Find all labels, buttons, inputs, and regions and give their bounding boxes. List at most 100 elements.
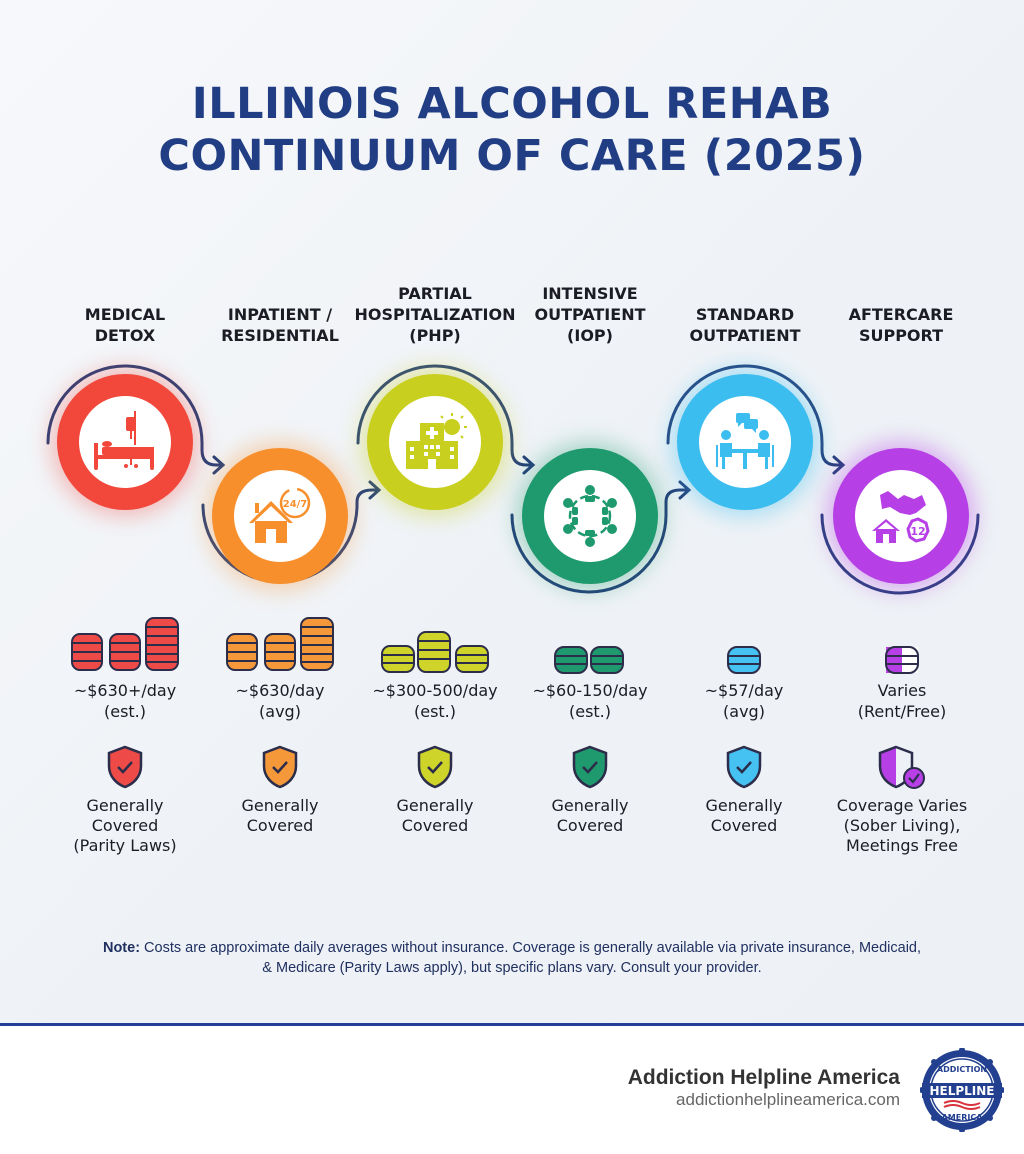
- group-circle-icon: [563, 485, 617, 547]
- note-text: Costs are approximate daily averages wit…: [140, 940, 922, 976]
- coverage-line: Generally: [705, 796, 783, 815]
- coin-stacks-high-icon: [71, 617, 179, 671]
- cost-value: ~$630/day: [235, 681, 325, 700]
- coin-stack-half-icon: [885, 646, 919, 674]
- circle-inner: [389, 396, 481, 488]
- cost-value: ~$300-500/day: [372, 681, 498, 700]
- cost-qualifier: (Rent/Free): [857, 702, 947, 721]
- cost-iop: ~$60-150/day (est.): [505, 680, 675, 722]
- stage-circle-medical-detox: [57, 374, 193, 510]
- title-line-2: CONTINUUM OF CARE (2025): [158, 131, 866, 181]
- cost-qualifier: (est.): [413, 702, 457, 721]
- circle-inner: [79, 396, 171, 488]
- label-line: SUPPORT: [858, 326, 944, 345]
- coverage-standard-outpatient: Generally Covered: [659, 796, 829, 836]
- stage-label-standard-outpatient: STANDARD OUTPATIENT: [655, 304, 835, 346]
- circle-inner: 12: [855, 470, 947, 562]
- cost-value: ~$630+/day: [73, 681, 177, 700]
- circle-inner: 24/7: [234, 470, 326, 562]
- coverage-aftercare: Coverage Varies (Sober Living), Meetings…: [812, 796, 992, 856]
- coverage-line: (Parity Laws): [73, 836, 177, 855]
- svg-text:AMERICA: AMERICA: [942, 1113, 984, 1122]
- svg-text:HELPLINE: HELPLINE: [929, 1084, 994, 1098]
- coverage-line: Covered: [556, 816, 624, 835]
- svg-text:ADDICTION: ADDICTION: [937, 1065, 987, 1074]
- brand-url[interactable]: addictionhelplineamerica.com: [676, 1090, 900, 1109]
- coverage-line: Covered: [91, 816, 159, 835]
- cost-aftercare: Varies (Rent/Free): [817, 680, 987, 722]
- handshake-house-12-icon: 12: [872, 491, 930, 543]
- coin-stack-single-icon: [727, 646, 761, 674]
- brand-block: Addiction Helpline America addictionhelp…: [628, 1066, 900, 1110]
- cost-php: ~$300-500/day (est.): [350, 680, 520, 722]
- stage-label-iop: INTENSIVE OUTPATIENT (IOP): [500, 283, 680, 346]
- label-line: OUTPATIENT: [689, 326, 801, 345]
- helpline-seal-logo: ADDICTION HELPLINE AMERICA: [920, 1048, 1004, 1132]
- label-line: INTENSIVE: [542, 284, 638, 303]
- coverage-inpatient: Generally Covered: [195, 796, 365, 836]
- cost-inpatient: ~$630/day (avg): [195, 680, 365, 722]
- circle-inner: [699, 396, 791, 488]
- coin-stacks-medium-icon: [381, 631, 489, 673]
- coverage-iop: Generally Covered: [505, 796, 675, 836]
- brand-name: Addiction Helpline America: [627, 1066, 900, 1089]
- label-line: PARTIAL: [398, 284, 472, 303]
- counseling-table-icon: [716, 413, 774, 469]
- label-line: STANDARD: [695, 305, 795, 324]
- label-line: AFTERCARE: [848, 305, 954, 324]
- house-24-7-icon: 24/7: [249, 487, 311, 543]
- cost-value: ~$60-150/day: [532, 681, 648, 700]
- coverage-line: Coverage Varies: [836, 796, 968, 815]
- stage-label-php: PARTIAL HOSPITALIZATION (PHP): [345, 283, 525, 346]
- label-line: (IOP): [567, 326, 613, 345]
- cost-qualifier: (avg): [259, 702, 301, 721]
- coverage-line: Generally: [241, 796, 319, 815]
- label-line: MEDICAL: [84, 305, 166, 324]
- coverage-line: Covered: [246, 816, 314, 835]
- hospital-bed-iv-icon: [94, 411, 154, 470]
- cost-qualifier: (est.): [568, 702, 612, 721]
- shield-check-icon: [417, 745, 453, 789]
- coverage-line: Covered: [710, 816, 778, 835]
- cost-standard-outpatient: ~$57/day (avg): [659, 680, 829, 722]
- coverage-line: Generally: [396, 796, 474, 815]
- label-line: HOSPITALIZATION: [354, 305, 516, 324]
- note-label: Note:: [102, 940, 141, 956]
- coin-stacks-high-icon: [226, 617, 334, 671]
- stage-label-medical-detox: MEDICAL DETOX: [35, 304, 215, 346]
- label-line: INPATIENT /: [227, 305, 333, 324]
- cost-medical-detox: ~$630+/day (est.): [40, 680, 210, 722]
- circle-inner: [544, 470, 636, 562]
- cost-qualifier: (est.): [103, 702, 147, 721]
- stage-circle-aftercare: 12: [833, 448, 969, 584]
- coverage-line: Meetings Free: [846, 836, 958, 855]
- shield-check-icon: [572, 745, 608, 789]
- label-line: OUTPATIENT: [534, 305, 646, 324]
- coin-stacks-low-icon: [554, 646, 624, 674]
- coverage-php: Generally Covered: [350, 796, 520, 836]
- svg-text:12: 12: [910, 525, 925, 538]
- label-line: RESIDENTIAL: [221, 326, 339, 345]
- footer-divider: [0, 1023, 1024, 1026]
- coverage-line: Generally: [551, 796, 629, 815]
- cost-value: ~$57/day: [704, 681, 784, 700]
- coverage-line: Covered: [401, 816, 469, 835]
- cost-qualifier: (avg): [723, 702, 765, 721]
- coverage-line: (Sober Living),: [843, 816, 961, 835]
- title-line-1: ILLINOIS ALCOHOL REHAB: [191, 79, 833, 129]
- shield-check-icon: [107, 745, 143, 789]
- stage-label-inpatient: INPATIENT / RESIDENTIAL: [190, 304, 370, 346]
- coverage-medical-detox: Generally Covered (Parity Laws): [40, 796, 210, 856]
- coverage-line: Generally: [86, 796, 164, 815]
- footnote: Note: Costs are approximate daily averag…: [100, 938, 924, 978]
- label-line: DETOX: [94, 326, 156, 345]
- stage-circle-iop: [522, 448, 658, 584]
- stage-circle-standard-outpatient: [677, 374, 813, 510]
- stage-circle-inpatient: 24/7: [212, 448, 348, 584]
- svg-text:24/7: 24/7: [283, 499, 308, 510]
- shield-check-icon: [726, 745, 762, 789]
- stage-circle-php: [367, 374, 503, 510]
- label-line: (PHP): [409, 326, 461, 345]
- stage-label-aftercare: AFTERCARE SUPPORT: [811, 304, 991, 346]
- cost-value: Varies: [877, 681, 927, 700]
